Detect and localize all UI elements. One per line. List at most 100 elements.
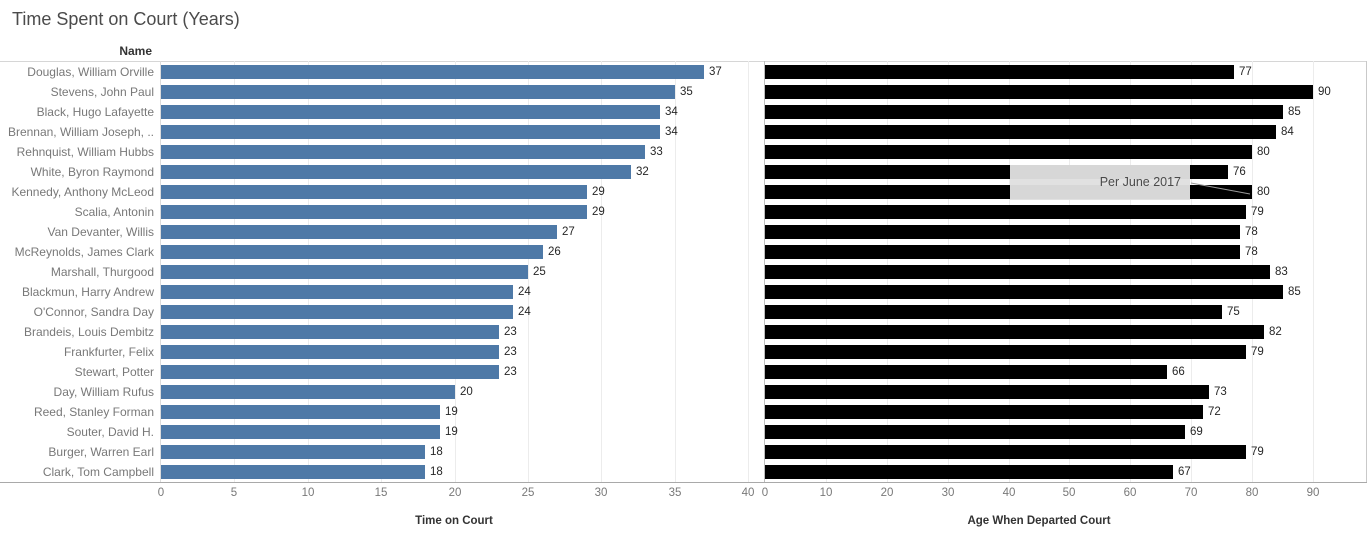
bar[interactable] <box>161 405 440 419</box>
bar[interactable] <box>161 185 587 199</box>
row-label[interactable]: Blackmun, Harry Andrew <box>21 285 154 299</box>
bar[interactable] <box>161 385 455 399</box>
tick-label: 25 <box>521 487 535 499</box>
bar[interactable] <box>161 265 528 279</box>
gridline <box>748 61 749 482</box>
bar-value-label: 78 <box>1245 226 1258 238</box>
bar-value-label: 27 <box>562 226 575 238</box>
bar[interactable] <box>765 345 1246 359</box>
bar[interactable] <box>765 305 1222 319</box>
bar[interactable] <box>161 65 704 79</box>
bar-value-label: 69 <box>1190 426 1203 438</box>
bar[interactable] <box>161 225 557 239</box>
row-label[interactable]: Rehnquist, William Hubbs <box>16 145 154 159</box>
bar[interactable] <box>765 445 1246 459</box>
bar[interactable] <box>161 445 425 459</box>
bar[interactable] <box>765 265 1270 279</box>
bar-value-label: 34 <box>665 126 678 138</box>
axis-rule <box>0 482 1367 483</box>
bar[interactable] <box>765 405 1203 419</box>
bar-value-label: 77 <box>1239 66 1252 78</box>
row-label[interactable]: Douglas, William Orville <box>27 65 154 79</box>
bar-value-label: 82 <box>1269 326 1282 338</box>
bar[interactable] <box>161 245 543 259</box>
bar[interactable] <box>161 365 499 379</box>
bar[interactable] <box>765 125 1276 139</box>
row-label[interactable]: O'Connor, Sandra Day <box>33 305 154 319</box>
axis-title-left: Time on Court <box>415 515 493 527</box>
axis-title-right: Age When Departed Court <box>967 515 1111 527</box>
bar[interactable] <box>161 165 631 179</box>
bar-value-label: 23 <box>504 326 517 338</box>
tick-label: 50 <box>1062 487 1076 499</box>
row-label[interactable]: Frankfurter, Felix <box>63 345 154 359</box>
bar[interactable] <box>765 465 1173 479</box>
bar-value-label: 19 <box>445 426 458 438</box>
bar-value-label: 23 <box>504 346 517 358</box>
annotation-leader-line <box>1190 182 1251 195</box>
tick-label: 0 <box>761 487 769 499</box>
bar[interactable] <box>161 205 587 219</box>
bar[interactable] <box>161 305 513 319</box>
bar[interactable] <box>161 325 499 339</box>
gridline <box>675 61 676 482</box>
bar-value-label: 78 <box>1245 246 1258 258</box>
row-label[interactable]: Clark, Tom Campbell <box>42 465 154 479</box>
bar[interactable] <box>765 65 1234 79</box>
row-label[interactable]: Kennedy, Anthony McLeod <box>11 185 154 199</box>
bar[interactable] <box>765 145 1252 159</box>
bar[interactable] <box>765 425 1185 439</box>
right-border <box>1366 61 1367 482</box>
bar[interactable] <box>765 205 1246 219</box>
bar[interactable] <box>765 365 1167 379</box>
bar[interactable] <box>161 285 513 299</box>
bar-value-label: 23 <box>504 366 517 378</box>
bar-value-label: 35 <box>680 86 693 98</box>
row-label[interactable]: Reed, Stanley Forman <box>33 405 154 419</box>
row-label[interactable]: Van Devanter, Willis <box>47 225 154 239</box>
tick-label: 30 <box>941 487 955 499</box>
row-label[interactable]: Brandeis, Louis Dembitz <box>23 325 154 339</box>
bar[interactable] <box>161 465 425 479</box>
bar[interactable] <box>765 245 1240 259</box>
bar-value-label: 84 <box>1281 126 1294 138</box>
row-label[interactable]: White, Byron Raymond <box>30 165 154 179</box>
bar[interactable] <box>765 385 1209 399</box>
names-panel-border <box>160 61 161 482</box>
annotation-per-june-2017[interactable]: Per June 2017 <box>1010 165 1190 200</box>
tick-label: 70 <box>1184 487 1198 499</box>
bar-value-label: 79 <box>1251 446 1264 458</box>
bar[interactable] <box>161 85 675 99</box>
bar[interactable] <box>161 145 645 159</box>
bar-value-label: 72 <box>1208 406 1221 418</box>
row-label[interactable]: Stevens, John Paul <box>50 85 154 99</box>
bar[interactable] <box>161 425 440 439</box>
bar[interactable] <box>765 225 1240 239</box>
bar-value-label: 26 <box>548 246 561 258</box>
row-label[interactable]: McReynolds, James Clark <box>14 245 154 259</box>
bar[interactable] <box>765 85 1313 99</box>
bar[interactable] <box>161 345 499 359</box>
bar[interactable] <box>765 325 1264 339</box>
row-label[interactable]: Brennan, William Joseph, .. <box>7 125 154 139</box>
bar-value-label: 85 <box>1288 286 1301 298</box>
row-label[interactable]: Day, William Rufus <box>53 385 154 399</box>
row-label[interactable]: Black, Hugo Lafayette <box>36 105 154 119</box>
row-label[interactable]: Souter, David H. <box>66 425 154 439</box>
bar[interactable] <box>161 125 660 139</box>
row-label[interactable]: Scalia, Antonin <box>74 205 154 219</box>
bar-value-label: 73 <box>1214 386 1227 398</box>
bar[interactable] <box>765 285 1283 299</box>
bar[interactable] <box>765 105 1283 119</box>
row-label[interactable]: Stewart, Potter <box>74 365 154 379</box>
tick-label: 40 <box>741 487 755 499</box>
bar-value-label: 83 <box>1275 266 1288 278</box>
bar-value-label: 24 <box>518 286 531 298</box>
row-header-name[interactable]: Name <box>119 44 152 58</box>
bar[interactable] <box>161 105 660 119</box>
tick-label: 30 <box>594 487 608 499</box>
tick-label: 60 <box>1123 487 1137 499</box>
row-label[interactable]: Marshall, Thurgood <box>50 265 154 279</box>
row-label[interactable]: Burger, Warren Earl <box>48 445 154 459</box>
